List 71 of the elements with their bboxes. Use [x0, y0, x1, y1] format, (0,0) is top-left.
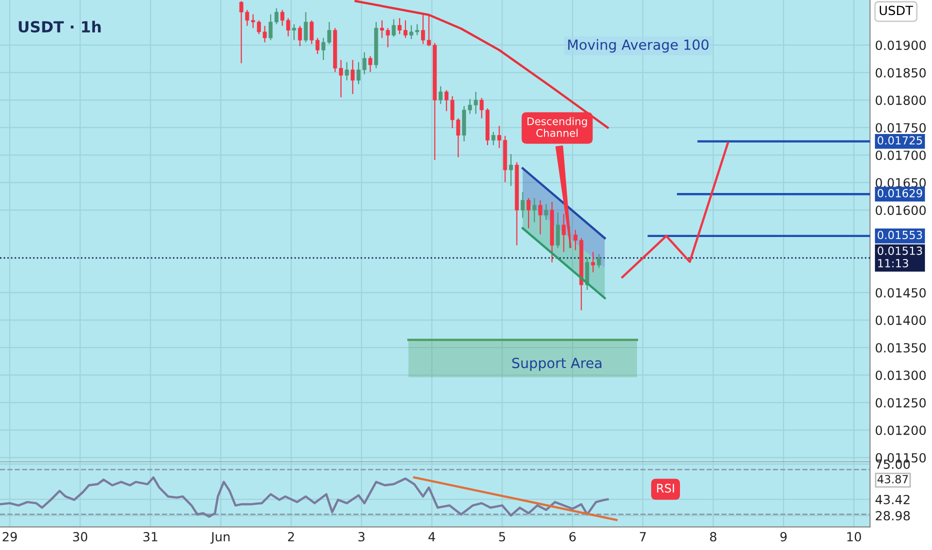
y-tick-label: 0.01400 [876, 316, 926, 326]
data-label: 0.01629 [878, 188, 922, 198]
candlestick [298, 25, 302, 47]
x-tick-label: 6 [569, 532, 576, 542]
y-tick-label: 0.01250 [876, 398, 926, 408]
candlestick [304, 12, 308, 43]
text: USDT · 1h [18, 20, 101, 33]
candlestick [386, 27, 390, 48]
candlestick [538, 200, 542, 235]
candlestick [380, 20, 384, 39]
y-tick-label: 0.01600 [876, 206, 926, 216]
candlestick [520, 191, 525, 218]
candlestick [392, 18, 396, 38]
candlestick [356, 62, 361, 85]
y-tick-label: 0.01900 [876, 40, 926, 50]
text: 43.87 [878, 474, 908, 484]
candlestick [310, 20, 314, 45]
candlestick [398, 18, 402, 35]
candlestick [339, 59, 343, 98]
candlestick [268, 14, 273, 41]
x-tick-label: Jun [210, 532, 230, 544]
x-tick-label: 8 [710, 532, 716, 542]
candlestick [526, 197, 531, 229]
y-tick-label: 0.01350 [876, 343, 926, 353]
x-tick-label: 7 [640, 532, 646, 542]
candlestick [274, 8, 278, 25]
candlestick [444, 90, 448, 112]
x-tick-label: 4 [428, 532, 436, 542]
candlestick [596, 254, 601, 268]
y-tick-label: 0.01700 [876, 150, 926, 160]
candlestick [591, 251, 596, 273]
candlestick [556, 212, 560, 249]
candlestick [403, 20, 408, 39]
candlestick [480, 97, 484, 119]
candlestick [292, 24, 296, 41]
data-label: 0.01725 [878, 136, 922, 145]
y-tick-label: 0.01800 [876, 96, 926, 106]
x-tick-label: 3 [358, 532, 364, 542]
x-tick-label: 5 [499, 532, 506, 542]
x-tick-label: 9 [780, 532, 787, 542]
x-tick-label: 10 [847, 532, 862, 542]
x-tick-label: 31 [143, 532, 158, 542]
candlestick [344, 62, 349, 81]
candlestick [421, 14, 426, 45]
y-tick-label: 0.01850 [876, 68, 926, 78]
candlestick [368, 56, 372, 73]
candlestick [316, 37, 320, 54]
annotation: RSI [657, 484, 674, 493]
candlestick [585, 257, 590, 290]
text: Moving Average 100 [568, 39, 708, 53]
y-tick-label: 0.01300 [876, 370, 926, 380]
x-tick-label: 2 [288, 532, 294, 542]
annotation: Descending Channel [528, 117, 587, 137]
x-tick-label: 29 [2, 532, 17, 542]
candlestick [544, 203, 548, 221]
y-tick-label: 0.01750 [876, 123, 926, 133]
candlestick [350, 59, 355, 95]
y-axis-title: USDT [880, 6, 914, 16]
y-tick-label: 28.98 [876, 510, 910, 520]
candlestick [362, 52, 366, 75]
ref-line-label: 0.01513 11:13 [878, 246, 922, 268]
candlestick [438, 86, 443, 105]
y-tick-label: 0.01200 [876, 426, 926, 436]
candlestick [509, 153, 513, 186]
candlestick [532, 197, 536, 223]
data-label: 0.01553 [878, 230, 922, 240]
y-tick-label: 0.01450 [876, 288, 926, 298]
series-label: Support Area [512, 358, 602, 371]
candlestick [491, 131, 496, 146]
y-tick-label: 43.42 [875, 494, 910, 504]
x-tick-label: 30 [73, 532, 88, 542]
